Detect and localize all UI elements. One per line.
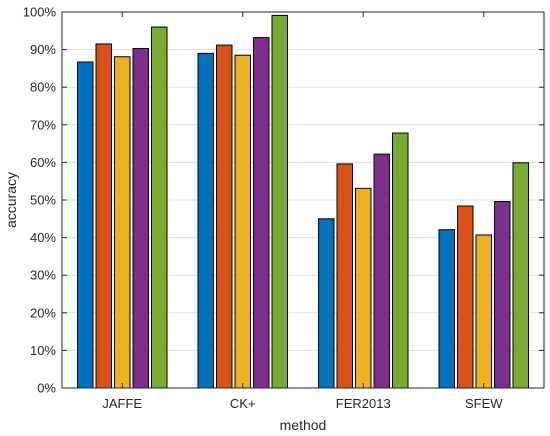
- x-tick-label: SFEW: [465, 396, 503, 411]
- bar: [114, 56, 131, 389]
- bar: [95, 43, 112, 389]
- bar: [234, 54, 251, 389]
- bar: [475, 234, 492, 389]
- bar: [132, 47, 149, 389]
- bar: [77, 61, 94, 389]
- y-tick-label: 70%: [30, 117, 56, 132]
- bar: [355, 187, 372, 389]
- x-axis-ticks: JAFFE CK+ FER2013 SFEW: [102, 12, 503, 411]
- bar: [494, 201, 511, 389]
- bar: [151, 26, 168, 389]
- bar: [438, 229, 455, 389]
- bar: [457, 205, 474, 389]
- y-tick-label: 40%: [30, 230, 56, 245]
- x-tick-label: FER2013: [336, 396, 391, 411]
- bar: [512, 162, 529, 389]
- y-tick-label: 90%: [30, 42, 56, 57]
- y-tick-label: 80%: [30, 80, 56, 95]
- y-tick-label: 100%: [23, 5, 57, 20]
- y-tick-label: 20%: [30, 305, 56, 320]
- bar: [216, 44, 233, 389]
- y-tick-label: 50%: [30, 193, 56, 208]
- bar: [253, 37, 270, 389]
- bar: [271, 14, 288, 389]
- bar: [373, 153, 390, 389]
- y-tick-label: 30%: [30, 268, 56, 283]
- bar: [392, 132, 409, 389]
- y-tick-label: 10%: [30, 343, 56, 358]
- bar: [336, 163, 353, 389]
- bars: [77, 14, 529, 389]
- y-axis-ticks: 0% 10% 20% 30% 40% 50% 60% 70% 80% 90% 100%: [23, 5, 544, 396]
- y-tick-label: 0%: [37, 381, 56, 396]
- x-tick-label: JAFFE: [102, 396, 142, 411]
- bar: [318, 218, 335, 389]
- bar: [197, 52, 214, 389]
- x-axis-label: method: [280, 417, 327, 433]
- y-axis-label: accuracy: [3, 172, 19, 228]
- y-tick-label: 60%: [30, 155, 56, 170]
- x-tick-label: CK+: [230, 396, 256, 411]
